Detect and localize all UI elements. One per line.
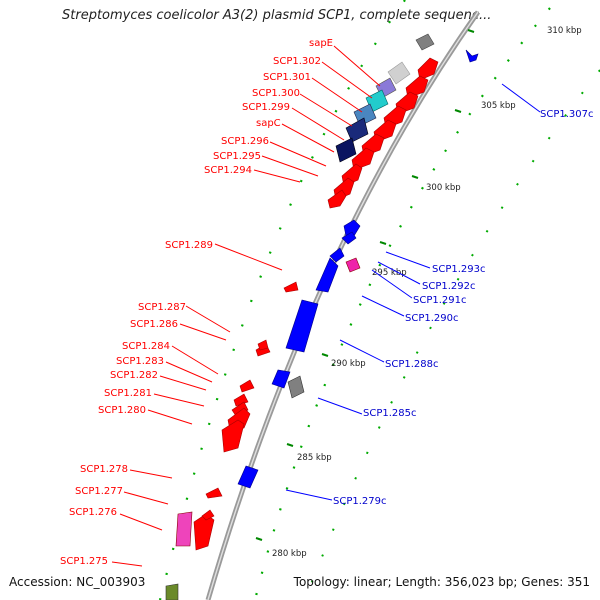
label-scp1-281: SCP1.281: [104, 388, 152, 399]
feature-grey-top: [415, 33, 435, 51]
backbone: [205, 10, 481, 600]
label-scp1-290c: SCP1.290c: [405, 313, 459, 324]
accession-value: NC_003903: [76, 575, 146, 589]
label-scp1-284: SCP1.284: [122, 341, 170, 352]
accession-label: Accession:: [9, 575, 73, 589]
label-scp1-301: SCP1.301: [263, 72, 311, 83]
label-scp1-293c: SCP1.293c: [432, 264, 486, 275]
gene-scp1-280: [221, 419, 245, 453]
backbone-ticks: [255, 29, 475, 541]
tick-label-290: 290 kbp: [331, 359, 366, 369]
length-label: Length:: [395, 575, 441, 589]
label-scp1-282: SCP1.282: [110, 370, 158, 381]
gene-scp1-292c: [341, 231, 357, 245]
genes-label: Genes:: [521, 575, 564, 589]
gene-scp1-290c: [315, 257, 339, 293]
reverse-genes: [237, 49, 479, 489]
gene-scp1-293c: [343, 219, 361, 237]
feature-navy-1: [345, 117, 369, 143]
label-scp1-283: SCP1.283: [116, 356, 164, 367]
forward-label-group: sapE SCP1.302 SCP1.301 SCP1.300 SCP1.299…: [60, 38, 333, 567]
label-sapE: sapE: [309, 38, 333, 49]
gene-scp1-278: [205, 487, 223, 499]
gene-scp1-307c: [465, 49, 479, 63]
label-scp1-292c: SCP1.292c: [422, 281, 476, 292]
label-scp1-280: SCP1.280: [98, 405, 146, 416]
label-scp1-279c: SCP1.279c: [333, 496, 387, 507]
label-scp1-276: SCP1.276: [69, 507, 117, 518]
sequence-info: Topology: linear; Length: 356,023 bp; Ge…: [293, 575, 590, 589]
gene-scp1-284: [239, 379, 255, 393]
map-title: Streptomyces coelicolor A3(2) plasmid SC…: [62, 8, 492, 23]
label-scp1-285c: SCP1.285c: [363, 408, 417, 419]
gene-scp1-289: [283, 281, 299, 293]
gene-scp1-282: [231, 401, 249, 417]
label-scp1-288c: SCP1.288c: [385, 359, 439, 370]
length-value: 356,023 bp: [444, 575, 514, 589]
feature-navy-2: [335, 137, 357, 163]
label-scp1-277: SCP1.277: [75, 486, 123, 497]
topology-label: Topology:: [293, 575, 350, 589]
gene-scp1-279c: [237, 465, 259, 489]
label-scp1-289: SCP1.289: [165, 240, 213, 251]
label-scp1-300: SCP1.300: [252, 88, 300, 99]
label-scp1-286: SCP1.286: [130, 319, 178, 330]
forward-leaders: [111, 45, 381, 567]
tick-label-295: 295 kbp: [372, 268, 407, 278]
forward-genes: [193, 57, 439, 551]
tick-label-305: 305 kbp: [481, 101, 516, 111]
label-sapC: sapC: [256, 118, 281, 129]
tick-label-310: 310 kbp: [547, 26, 582, 36]
gene-scp1-286: [257, 339, 269, 351]
gene-scp1-294b: [327, 189, 347, 209]
label-scp1-296: SCP1.296: [221, 136, 269, 147]
topology-value: linear: [353, 575, 388, 589]
gene-scp1-276: [193, 513, 215, 551]
gene-scp1-291c: [329, 247, 345, 263]
label-scp1-299: SCP1.299: [242, 102, 290, 113]
reverse-leaders: [285, 83, 541, 501]
feature-pink-small: [345, 257, 361, 273]
label-scp1-287: SCP1.287: [138, 302, 186, 313]
label-scp1-291c: SCP1.291c: [413, 295, 467, 306]
tick-label-280: 280 kbp: [272, 549, 307, 559]
label-scp1-278: SCP1.278: [80, 464, 128, 475]
label-scp1-302: SCP1.302: [273, 56, 321, 67]
tick-label-300: 300 kbp: [426, 183, 461, 193]
label-scp1-295: SCP1.295: [213, 151, 261, 162]
feature-light-grey: [387, 61, 411, 85]
gene-scp1-288c: [285, 299, 319, 353]
label-scp1-307c: SCP1.307c: [540, 109, 594, 120]
label-scp1-275: SCP1.275: [60, 556, 108, 567]
feature-grey-mid: [287, 375, 305, 399]
tick-label-285: 285 kbp: [297, 453, 332, 463]
reverse-label-group: SCP1.307c SCP1.293c SCP1.292c SCP1.291c …: [333, 109, 594, 507]
gene-scp1-285c: [271, 369, 291, 389]
label-scp1-294: SCP1.294: [204, 165, 252, 176]
feature-olive: [165, 583, 179, 600]
feature-pink-large: [175, 511, 193, 547]
gene-scp1-275: [201, 509, 215, 521]
genes-value: 351: [567, 575, 590, 589]
accession-info: Accession: NC_003903: [9, 575, 145, 589]
backbone-highlight: [207, 11, 479, 600]
feature-boxes: [165, 33, 435, 600]
